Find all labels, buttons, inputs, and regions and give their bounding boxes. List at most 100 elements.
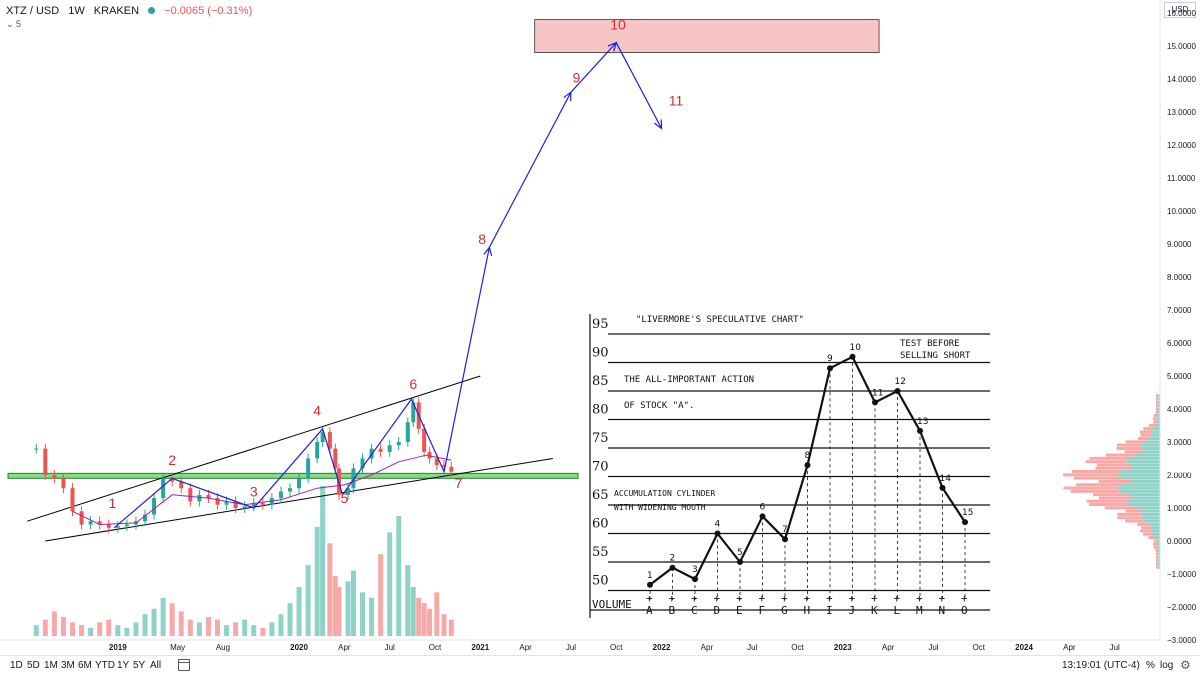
- profile-bar-buy: [1135, 506, 1160, 510]
- volume-bar: [441, 614, 447, 636]
- percent-toggle[interactable]: %: [1146, 660, 1155, 671]
- calendar-icon[interactable]: [178, 659, 190, 671]
- volume-bar: [233, 622, 239, 636]
- profile-bar-buy: [1152, 532, 1160, 536]
- volume-bar: [106, 619, 112, 636]
- range-1y[interactable]: 1Y: [117, 660, 130, 671]
- symbol-legend[interactable]: XTZ / USD 1W KRAKEN −0.0065 (−0.31%): [6, 5, 258, 17]
- candle-body: [52, 475, 57, 479]
- wave-arrowhead: [653, 119, 663, 130]
- profile-bar-sell: [1093, 493, 1130, 497]
- profile-bar-sell: [1095, 466, 1131, 470]
- wave-label: 6: [409, 376, 417, 392]
- candle-body: [434, 458, 439, 466]
- volume-bar: [427, 608, 433, 636]
- inset-point-label: 6: [760, 502, 766, 512]
- profile-bar-sell: [1137, 437, 1151, 441]
- inset-cylinder-2: WITH WIDENING MOUTH: [614, 503, 706, 512]
- log-toggle[interactable]: log: [1160, 660, 1174, 671]
- price-tick-label: 12.0000: [1167, 141, 1196, 150]
- profile-bar-sell: [1156, 555, 1159, 559]
- profile-bar-sell: [1153, 413, 1158, 417]
- symbol-name[interactable]: XTZ / USD: [6, 5, 60, 17]
- profile-bar-sell: [1106, 453, 1136, 457]
- profile-bar-buy: [1126, 460, 1160, 464]
- profile-bar-buy: [1157, 420, 1160, 424]
- inset-x-mark: +: [646, 592, 653, 605]
- inset-y-label: 90: [592, 346, 609, 361]
- inset-y-label: 80: [592, 403, 609, 418]
- inset-x-label: B: [669, 604, 676, 617]
- range-3m[interactable]: 3M: [61, 660, 75, 671]
- inset-x-mark: +: [736, 592, 743, 605]
- profile-bar-buy: [1150, 430, 1160, 434]
- inset-x-label: H: [804, 604, 811, 617]
- wave-label: 2: [168, 452, 176, 468]
- currency-label[interactable]: USD: [1164, 2, 1196, 18]
- range-6m[interactable]: 6M: [78, 660, 92, 671]
- profile-bar-buy: [1158, 394, 1160, 398]
- gear-icon[interactable]: ⚙: [1180, 658, 1191, 672]
- inset-background: [588, 308, 998, 618]
- inset-x-label: I: [826, 604, 833, 617]
- time-tick-label: 2019: [109, 643, 127, 652]
- profile-bar-buy: [1152, 427, 1160, 431]
- inset-point-label: 9: [827, 354, 833, 364]
- profile-bar-buy: [1158, 562, 1160, 566]
- candle-body: [79, 511, 84, 525]
- profile-bar-sell: [1156, 397, 1159, 401]
- utc-clock[interactable]: 13:19:01 (UTC-4): [1062, 660, 1140, 671]
- profile-bar-buy: [1128, 503, 1160, 507]
- range-5d[interactable]: 5D: [27, 660, 40, 671]
- volume-bar: [124, 627, 130, 636]
- inset-x-mark: +: [804, 592, 811, 605]
- volume-bar: [51, 611, 57, 636]
- price-tick-label: 2.0000: [1167, 471, 1192, 480]
- profile-bar-buy: [1129, 493, 1160, 497]
- inset-x-mark: +: [826, 592, 833, 605]
- inset-x-label: N: [939, 604, 946, 617]
- candle-body: [143, 514, 147, 522]
- candle-body: [124, 524, 129, 527]
- inset-x-mark: +: [714, 592, 721, 605]
- candle-body: [360, 458, 365, 469]
- price-tick-label: 11.0000: [1167, 174, 1196, 183]
- wave-arrowhead: [563, 90, 572, 102]
- time-tick-label: Oct: [429, 643, 442, 652]
- candle-body: [378, 448, 383, 452]
- profile-bar-buy: [1116, 473, 1160, 477]
- range-ytd[interactable]: YTD: [95, 660, 115, 671]
- candle-body: [260, 503, 265, 505]
- profile-bar-sell: [1155, 410, 1159, 414]
- range-all[interactable]: All: [150, 660, 162, 671]
- volume-bar: [448, 619, 454, 636]
- inset-x-mark: +: [894, 592, 901, 605]
- time-tick-label: Oct: [791, 643, 804, 652]
- candle-body: [396, 442, 401, 446]
- indicator-collapse-badge[interactable]: ⌄ 5: [6, 19, 22, 29]
- interval-label[interactable]: 1W: [68, 5, 85, 17]
- profile-bar-sell: [1063, 473, 1117, 477]
- candle-body: [206, 494, 211, 499]
- candle-body: [411, 402, 416, 423]
- profile-bar-buy: [1158, 552, 1160, 556]
- profile-bar-sell: [1096, 463, 1132, 467]
- volume-bar: [369, 597, 375, 636]
- volume-bar: [320, 486, 326, 636]
- volume-bar: [269, 622, 275, 636]
- candle-body: [427, 451, 432, 459]
- range-1m[interactable]: 1M: [44, 660, 58, 671]
- volume-bars: [33, 486, 454, 636]
- inset-x-mark: +: [961, 592, 968, 605]
- profile-bar-buy: [1122, 483, 1160, 487]
- inset-point: [962, 519, 968, 526]
- time-tick-label: Apr: [338, 643, 351, 652]
- range-5y[interactable]: 5Y: [133, 660, 146, 671]
- range-1d[interactable]: 1D: [10, 660, 23, 671]
- inset-point-label: 12: [895, 377, 906, 387]
- time-tick-label: 2022: [653, 643, 671, 652]
- profile-bar-sell: [1155, 549, 1159, 553]
- inset-point: [804, 462, 811, 469]
- inset-y-label: 50: [592, 574, 609, 589]
